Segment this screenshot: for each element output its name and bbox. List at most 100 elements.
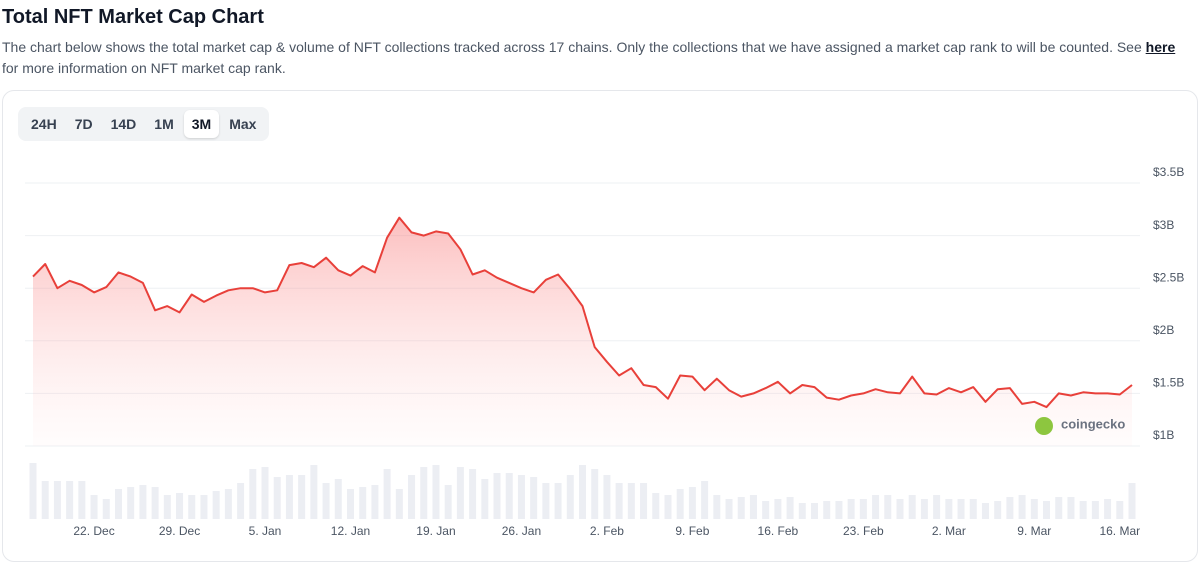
volume-bar xyxy=(847,499,855,519)
volume-bar xyxy=(591,469,599,519)
volume-bar xyxy=(237,483,245,519)
volume-bar xyxy=(505,473,513,519)
page: {"header": {"title": "Total NFT Market C… xyxy=(2,6,1198,562)
volume-bar xyxy=(566,475,574,519)
y-tick-label: $3B xyxy=(1153,218,1174,232)
x-tick-label: 23. Feb xyxy=(843,524,884,538)
volume-bar xyxy=(994,501,1002,519)
x-tick-label: 12. Jan xyxy=(331,524,370,538)
volume-bar xyxy=(212,491,220,519)
volume-bar xyxy=(261,467,269,519)
volume-bar xyxy=(334,479,342,519)
x-tick-label: 5. Jan xyxy=(249,524,282,538)
volume-bar xyxy=(981,503,989,519)
x-tick-label: 19. Jan xyxy=(416,524,455,538)
volume-bar xyxy=(1091,501,1099,519)
volume-bar xyxy=(945,499,953,519)
volume-bar xyxy=(1006,497,1014,519)
y-tick-label: $1B xyxy=(1153,428,1174,442)
x-tick-label: 2. Feb xyxy=(590,524,624,538)
volume-bar xyxy=(420,467,428,519)
volume-bar xyxy=(652,493,660,519)
watermark: coingecko xyxy=(1061,416,1125,431)
volume-bar xyxy=(163,495,171,519)
volume-bar xyxy=(127,487,135,519)
volume-bar xyxy=(774,499,782,519)
volume-bar xyxy=(346,489,354,519)
volume-bar xyxy=(200,495,208,519)
volume-bar xyxy=(603,475,611,519)
description-end: for more information on NFT market cap r… xyxy=(2,60,286,76)
volume-bar xyxy=(53,481,61,519)
x-tick-label: 9. Mar xyxy=(1017,524,1051,538)
volume-bar xyxy=(273,477,281,519)
volume-bar xyxy=(749,495,757,519)
volume-bar xyxy=(1067,497,1075,519)
volume-bar xyxy=(908,495,916,519)
volume-bar xyxy=(29,463,37,519)
volume-bar xyxy=(456,467,464,519)
y-tick-label: $3.5B xyxy=(1153,165,1184,179)
volume-bar xyxy=(249,469,257,519)
volume-bar xyxy=(481,479,489,519)
range-tab[interactable]: 14D xyxy=(110,116,137,132)
volume-bar xyxy=(493,473,501,519)
x-tick-label: 9. Feb xyxy=(675,524,709,538)
volume-bar xyxy=(395,489,403,519)
chart: $1B $1.5B $2B $2.5B $3B $3.5B 22. Dec 29. Dec 5.… xyxy=(25,165,1184,538)
volume-bar xyxy=(102,499,110,519)
volume-bar xyxy=(139,485,147,519)
volume-bar xyxy=(823,501,831,519)
volume-bar xyxy=(432,465,440,519)
area xyxy=(33,217,1132,446)
volume-bar xyxy=(66,481,74,519)
volume-bar xyxy=(884,495,892,519)
volume-bar xyxy=(151,487,159,519)
range-tab[interactable]: 3M xyxy=(183,110,220,138)
volume-bar xyxy=(1030,499,1038,519)
volume-bar xyxy=(371,485,379,519)
volume-bar xyxy=(469,469,477,519)
volume-bar xyxy=(359,487,367,519)
here-link[interactable]: here xyxy=(1145,39,1176,55)
volume-bar xyxy=(859,499,867,519)
volume-bar xyxy=(627,483,635,519)
range-tab[interactable]: Max xyxy=(229,116,257,132)
volume-bar xyxy=(640,483,648,519)
range-tabs: 24H 7D 14D 1M 3M Max xyxy=(18,107,270,141)
range-tab[interactable]: 24H xyxy=(31,116,57,132)
volume-bar xyxy=(701,481,709,519)
range-tab[interactable]: 1M xyxy=(154,116,174,132)
volume-bar xyxy=(176,493,184,519)
volume-bar xyxy=(676,489,684,519)
x-tick-label: 29. Dec xyxy=(159,524,200,538)
line xyxy=(32,216,1133,409)
volume-bar xyxy=(310,465,318,519)
volume-bar xyxy=(1018,495,1026,519)
range-tab[interactable]: 7D xyxy=(74,116,93,132)
volume-bar xyxy=(615,483,623,519)
volume-bar xyxy=(444,485,452,519)
volume-bar xyxy=(322,483,330,519)
volume-bar xyxy=(188,495,196,519)
watermark-logo xyxy=(1035,417,1053,435)
volume-bar xyxy=(78,481,86,519)
volume-bar xyxy=(579,465,586,519)
volume-bar xyxy=(1116,501,1124,519)
volume-bar xyxy=(298,475,306,519)
page-title: Total NFT Market Cap Chart xyxy=(2,6,264,28)
y-tick-label: $1.5B xyxy=(1153,376,1184,390)
volume-bar xyxy=(798,503,806,519)
volume-bar xyxy=(933,495,941,519)
volume-bar xyxy=(1104,499,1112,519)
volume-bar xyxy=(969,499,977,519)
volume-bar xyxy=(664,495,672,519)
volume-bar xyxy=(725,499,733,519)
volume-bar xyxy=(530,477,538,519)
volume-bar xyxy=(688,487,696,519)
volume-bar xyxy=(408,475,416,519)
volume-bar xyxy=(1055,497,1063,519)
volume-bar xyxy=(957,499,965,519)
volume-bar xyxy=(713,495,721,519)
volume-bar xyxy=(896,499,904,519)
